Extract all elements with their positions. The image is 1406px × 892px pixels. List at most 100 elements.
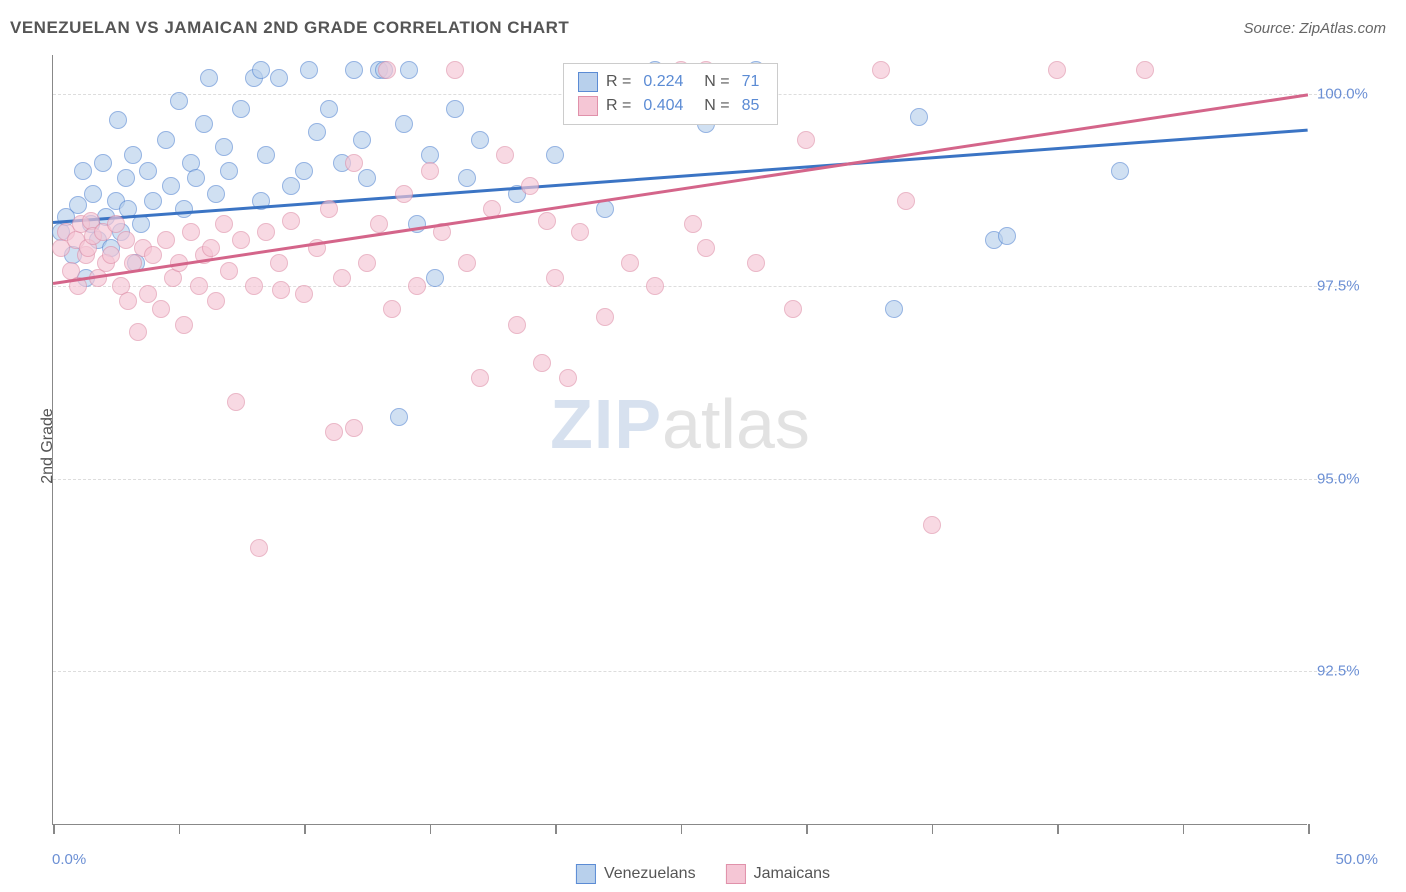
data-point	[282, 177, 300, 195]
x-tick	[1183, 824, 1185, 834]
data-point	[353, 131, 371, 149]
x-tick	[555, 824, 557, 834]
data-point	[421, 162, 439, 180]
data-point	[215, 215, 233, 233]
data-point	[102, 246, 120, 264]
watermark: ZIPatlas	[550, 384, 810, 464]
y-tick-label: 95.0%	[1317, 470, 1387, 487]
legend-label-venezuelans: Venezuelans	[604, 865, 696, 883]
data-point	[200, 69, 218, 87]
legend-item-jamaicans: Jamaicans	[726, 864, 830, 884]
legend-correlation-box: R = 0.224 N = 71R =0.404 N =85	[563, 63, 778, 125]
data-point	[538, 212, 556, 230]
data-point	[232, 231, 250, 249]
x-tick	[932, 824, 934, 834]
data-point	[471, 369, 489, 387]
data-point	[370, 215, 388, 233]
data-point	[245, 277, 263, 295]
data-point	[132, 215, 150, 233]
data-point	[139, 162, 157, 180]
x-tick	[1057, 824, 1059, 834]
data-point	[84, 185, 102, 203]
x-axis-min-label: 0.0%	[52, 851, 86, 868]
data-point	[129, 323, 147, 341]
data-point	[446, 61, 464, 79]
data-point	[872, 61, 890, 79]
data-point	[195, 115, 213, 133]
data-point	[308, 123, 326, 141]
legend-swatch	[578, 72, 598, 92]
data-point	[124, 146, 142, 164]
gridline	[53, 671, 1347, 672]
n-value: 71	[742, 70, 760, 94]
x-tick	[304, 824, 306, 834]
data-point	[164, 269, 182, 287]
data-point	[345, 154, 363, 172]
data-point	[257, 223, 275, 241]
data-point	[207, 292, 225, 310]
legend-correlation-row: R = 0.224 N = 71	[578, 70, 763, 94]
data-point	[232, 100, 250, 118]
data-point	[94, 154, 112, 172]
data-point	[320, 200, 338, 218]
data-point	[358, 254, 376, 272]
x-tick	[430, 824, 432, 834]
r-value: 0.224	[643, 70, 683, 94]
data-point	[320, 100, 338, 118]
data-point	[546, 146, 564, 164]
data-point	[109, 111, 127, 129]
data-point	[152, 300, 170, 318]
data-point	[458, 254, 476, 272]
data-point	[325, 423, 343, 441]
y-tick-label: 97.5%	[1317, 278, 1387, 295]
n-value: 85	[742, 94, 760, 118]
y-tick-label: 92.5%	[1317, 663, 1387, 680]
data-point	[383, 300, 401, 318]
data-point	[697, 239, 715, 257]
data-point	[215, 138, 233, 156]
data-point	[190, 277, 208, 295]
data-point	[533, 354, 551, 372]
data-point	[400, 61, 418, 79]
data-point	[747, 254, 765, 272]
r-label: R =	[606, 94, 631, 118]
data-point	[282, 212, 300, 230]
data-point	[885, 300, 903, 318]
data-point	[202, 239, 220, 257]
data-point	[300, 61, 318, 79]
data-point	[998, 227, 1016, 245]
x-axis-max-label: 50.0%	[1335, 851, 1378, 868]
data-point	[596, 308, 614, 326]
n-label: N =	[695, 70, 729, 94]
data-point	[395, 115, 413, 133]
chart-header: VENEZUELAN VS JAMAICAN 2ND GRADE CORRELA…	[10, 18, 1386, 38]
legend-correlation-row: R =0.404 N =85	[578, 94, 763, 118]
x-tick	[179, 824, 181, 834]
chart-title: VENEZUELAN VS JAMAICAN 2ND GRADE CORRELA…	[10, 18, 569, 38]
plot-area: 92.5%95.0%97.5%100.0%ZIPatlasR =0.224 N …	[52, 55, 1307, 825]
y-tick-label: 100.0%	[1317, 85, 1387, 102]
data-point	[621, 254, 639, 272]
data-point	[1136, 61, 1154, 79]
swatch-venezuelans	[576, 864, 596, 884]
data-point	[684, 215, 702, 233]
data-point	[390, 408, 408, 426]
data-point	[175, 200, 193, 218]
data-point	[910, 108, 928, 126]
data-point	[1048, 61, 1066, 79]
x-tick	[1308, 824, 1310, 834]
data-point	[220, 162, 238, 180]
data-point	[117, 231, 135, 249]
data-point	[378, 61, 396, 79]
data-point	[559, 369, 577, 387]
data-point	[117, 169, 135, 187]
data-point	[1111, 162, 1129, 180]
data-point	[119, 292, 137, 310]
x-tick	[806, 824, 808, 834]
data-point	[170, 92, 188, 110]
r-label: R =	[606, 70, 631, 94]
data-point	[207, 185, 225, 203]
data-point	[227, 393, 245, 411]
legend-swatch	[578, 96, 598, 116]
data-point	[182, 223, 200, 241]
